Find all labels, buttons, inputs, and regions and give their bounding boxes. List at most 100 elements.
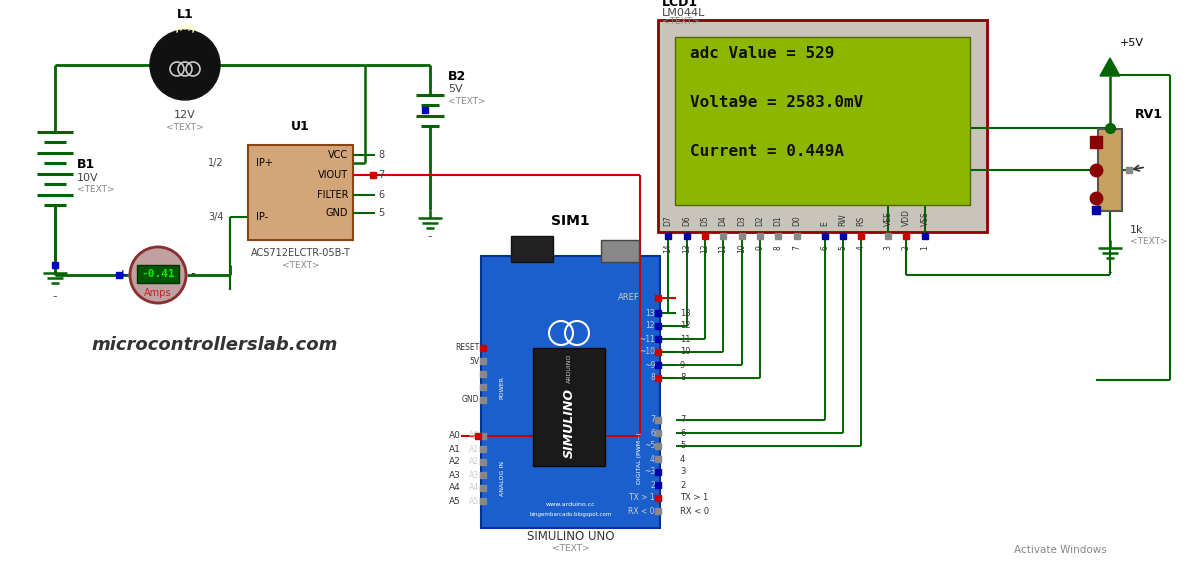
- Text: D2: D2: [756, 215, 764, 226]
- Text: Activate Windows: Activate Windows: [1014, 545, 1107, 555]
- Text: GND: GND: [462, 395, 480, 404]
- Text: RESET: RESET: [455, 343, 480, 352]
- Text: A4: A4: [450, 483, 461, 492]
- Text: 1k: 1k: [1130, 225, 1144, 235]
- Text: POWER: POWER: [500, 377, 505, 399]
- Text: A3: A3: [469, 470, 480, 479]
- Text: 8: 8: [378, 150, 384, 160]
- Text: 6: 6: [679, 429, 685, 438]
- Text: 13: 13: [645, 309, 654, 318]
- Text: 4: 4: [857, 245, 865, 250]
- Text: ~3: ~3: [644, 468, 655, 477]
- Text: A5: A5: [469, 496, 480, 505]
- Text: ~5: ~5: [644, 442, 655, 451]
- Text: D1: D1: [774, 215, 783, 226]
- Text: <TEXT>: <TEXT>: [552, 544, 589, 553]
- Text: 2: 2: [650, 481, 654, 490]
- Text: <TEXT>: <TEXT>: [447, 97, 486, 106]
- Text: LCD1: LCD1: [662, 0, 699, 8]
- Text: A0: A0: [469, 431, 480, 440]
- Text: -: -: [52, 290, 57, 303]
- Text: 7: 7: [793, 245, 802, 250]
- Text: Volta9e = 2583.0mV: Volta9e = 2583.0mV: [690, 95, 863, 110]
- Text: VSS: VSS: [921, 212, 929, 226]
- Text: 12: 12: [679, 321, 690, 331]
- Bar: [533, 348, 605, 466]
- FancyBboxPatch shape: [248, 145, 353, 240]
- Text: <TEXT>: <TEXT>: [662, 17, 700, 27]
- FancyBboxPatch shape: [481, 256, 660, 528]
- Text: 7: 7: [650, 416, 654, 425]
- Text: 5V: 5V: [469, 356, 480, 365]
- Text: 10: 10: [679, 347, 690, 356]
- Text: ARDUINO: ARDUINO: [566, 353, 571, 383]
- FancyBboxPatch shape: [658, 20, 987, 232]
- Text: A1: A1: [449, 444, 461, 453]
- Text: <TEXT>: <TEXT>: [1130, 237, 1167, 246]
- Text: -0.41: -0.41: [142, 269, 175, 279]
- Text: SIM1: SIM1: [551, 214, 590, 228]
- Text: 5: 5: [378, 208, 384, 218]
- Text: 5V: 5V: [447, 84, 463, 94]
- Text: 2: 2: [902, 246, 910, 250]
- Text: <TEXT>: <TEXT>: [77, 186, 114, 195]
- Text: 10V: 10V: [77, 173, 99, 183]
- Text: DIGITAL (PWM~): DIGITAL (PWM~): [638, 432, 643, 484]
- Text: 10: 10: [738, 243, 746, 253]
- Text: ANALOG IN: ANALOG IN: [500, 460, 505, 496]
- Text: -: -: [427, 230, 432, 243]
- Text: LM044L: LM044L: [662, 8, 706, 18]
- Text: A3: A3: [449, 470, 461, 479]
- Text: E: E: [820, 221, 829, 226]
- Text: GND: GND: [326, 208, 347, 218]
- Text: 11: 11: [719, 243, 727, 253]
- Text: microcontrollerslab.com: microcontrollerslab.com: [92, 336, 338, 354]
- Text: +5V: +5V: [1120, 38, 1144, 48]
- Text: IP+: IP+: [256, 158, 273, 168]
- Text: 14: 14: [664, 243, 672, 253]
- Text: B1: B1: [77, 158, 95, 171]
- Text: RX < 0: RX < 0: [679, 506, 709, 515]
- Text: 6: 6: [378, 190, 384, 200]
- Text: 11: 11: [679, 334, 690, 343]
- Text: RW: RW: [839, 213, 847, 226]
- Circle shape: [167, 47, 203, 83]
- Text: D7: D7: [664, 215, 672, 226]
- Text: Current = 0.449A: Current = 0.449A: [690, 144, 844, 159]
- Text: A2: A2: [450, 457, 461, 466]
- Text: D0: D0: [793, 215, 802, 226]
- Text: TX > 1: TX > 1: [679, 494, 708, 503]
- Text: 12: 12: [701, 243, 709, 253]
- Text: ~9: ~9: [644, 360, 655, 369]
- Text: 4: 4: [679, 455, 685, 464]
- Text: 9: 9: [756, 245, 764, 250]
- FancyBboxPatch shape: [675, 37, 970, 205]
- Text: D5: D5: [701, 215, 709, 226]
- Text: RX < 0: RX < 0: [628, 506, 655, 515]
- Text: 7: 7: [679, 416, 685, 425]
- Polygon shape: [1100, 58, 1120, 76]
- Text: +: +: [117, 268, 127, 282]
- Text: 1: 1: [921, 246, 929, 250]
- Text: 6: 6: [820, 245, 829, 250]
- Text: VDD: VDD: [902, 209, 910, 226]
- Bar: [511, 236, 553, 262]
- Text: 1/2: 1/2: [208, 158, 224, 168]
- Text: B2: B2: [447, 70, 466, 83]
- Text: 13: 13: [679, 309, 690, 318]
- Text: AREF: AREF: [619, 293, 640, 302]
- Text: 4: 4: [650, 455, 654, 464]
- Text: 12: 12: [645, 321, 654, 331]
- Text: adc Value = 529: adc Value = 529: [690, 46, 834, 61]
- Circle shape: [150, 30, 220, 100]
- Text: VCC: VCC: [328, 150, 347, 160]
- Text: <TEXT>: <TEXT>: [167, 122, 203, 131]
- Text: ACS712ELCTR-05B-T: ACS712ELCTR-05B-T: [251, 248, 350, 258]
- Text: U1: U1: [292, 121, 309, 134]
- Text: IP-: IP-: [256, 212, 268, 222]
- Text: RV1: RV1: [1135, 108, 1163, 121]
- Text: RS: RS: [857, 216, 865, 226]
- Text: Amps: Amps: [144, 288, 171, 298]
- Text: L1: L1: [176, 8, 193, 21]
- Text: SIMULINO UNO: SIMULINO UNO: [527, 530, 614, 543]
